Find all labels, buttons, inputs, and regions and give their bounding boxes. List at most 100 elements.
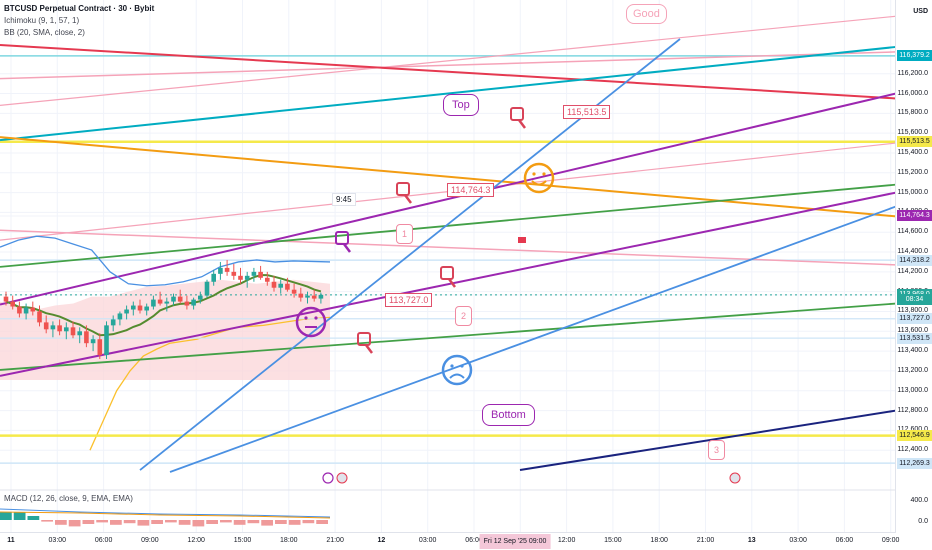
y-tick-label: 115,400.0 [897,148,928,156]
macd-histogram-bar [55,520,67,525]
y-tick-label: 116,000.0 [897,89,928,97]
candle-body [3,296,9,302]
candle-body [231,271,237,276]
trendlines [0,15,897,473]
y-tick-label: 112,800.0 [897,406,928,414]
candles [3,259,324,360]
x-tick-label: 21:00 [326,537,344,544]
smiley-face-icon-outline [523,162,555,194]
bb-basis-line [5,274,322,337]
x-tick-label: 15:00 [604,537,622,544]
trend-line [0,92,897,306]
price-tag: 08:34 [897,293,932,305]
price-tag: 112,269.3 [897,457,932,469]
neutral-face-icon-eye-left [304,316,308,320]
pointing-hand-icon-palm [335,231,349,245]
candle-body [298,293,304,298]
wave-label-2[interactable]: 2 [455,306,473,326]
crosshair-time-label: Fri 12 Sep '25 09:00 [479,534,551,549]
y-tick-label: 115,800.0 [897,109,928,117]
candle-body [171,296,176,302]
y-tick-label: 113,800.0 [897,307,928,315]
candle-body [258,271,263,278]
us-flag-event-icon [336,472,348,484]
x-tick-label: 21:00 [696,537,715,544]
candle-body [305,295,310,298]
y-tick-label: 113,600.0 [897,327,928,335]
y-tick-label: 114,200.0 [897,267,928,275]
price-tag: 115,513.5 [897,136,932,148]
x-tick-label: 12:00 [187,537,205,544]
y-tick-label: 112,400.0 [897,446,928,454]
pointing-hand-icon [510,107,526,129]
macd-tick-0: 0.0 [918,518,928,525]
smiley-face-icon-mouth [531,180,547,186]
time-axis[interactable]: 11 03:00 06:00 09:00 12:00 15:00 18:00 21:00 12 0… [0,532,899,550]
candle-body [278,283,283,288]
candle-body [244,275,250,280]
legend-ichimoku[interactable]: Ichimoku (9, 1, 57, 1) [4,16,80,25]
bb-upper-band [0,235,331,287]
y-tick-label: 115,600.0 [897,129,928,137]
candle-body [271,281,277,288]
candle-body [157,299,163,304]
price-tag: 113,727.0 [897,313,932,325]
pointing-hand-icon-palm [357,332,371,346]
bubble-bottom[interactable]: Bottom [482,404,535,426]
price-tag: 116,379.2 [897,50,932,62]
legend-macd[interactable]: MACD (12, 26, close, 9, EMA, EMA) [4,494,133,503]
x-tick-label: 03:00 [789,537,807,544]
sad-face-icon-mouth [449,373,465,379]
pointing-hand-icon [335,231,351,253]
trend-line [0,191,897,377]
macd-line [0,508,331,518]
candle-body [164,301,170,304]
callout-115513[interactable]: 115,513.5 [563,105,611,119]
trend-line [0,302,897,371]
macd-histogram-bar [123,520,136,524]
price-axis[interactable]: USD 116,379.2 116,200.0 116,000.0 115,800.0… [895,0,932,550]
candle-body [151,299,156,307]
time-flag: 9:45 [332,193,356,206]
macd-histogram-bar [192,520,205,527]
legend-bollinger[interactable]: BB (20, SMA, close, 2) [4,28,85,37]
trend-line [0,45,897,142]
y-tick-label: 116,200.0 [897,69,928,77]
candle-body [104,325,109,356]
pointing-hand-icon-finger [518,119,526,129]
trend-line [0,51,897,80]
macd-histogram-bar [165,520,177,523]
pointing-hand-icon [440,266,456,288]
trend-line [0,43,897,100]
candle-body [238,275,243,280]
bubble-good[interactable]: Good [626,4,667,24]
candle-body [224,267,230,272]
candle-body [285,283,290,290]
trend-line [0,15,897,106]
smiley-face-icon-eye-right [542,172,546,176]
candle-body [117,313,123,320]
wave-label-1[interactable]: 1 [396,224,414,244]
bubble-top[interactable]: Top [443,94,479,116]
macd-tick-400: 400.0 [910,497,928,504]
candle-body [50,325,56,330]
candle-body [110,319,116,326]
callout-114764[interactable]: 114,764.3 [447,183,495,197]
candle-body [23,307,29,314]
us-flag-event-icon [729,472,741,484]
x-tick-label: 13 [747,537,756,544]
candle-body [211,273,216,282]
macd-histogram-bar [206,520,218,524]
candle-body [204,281,210,296]
macd-histogram-bar [0,512,12,520]
macd-histogram-bar [302,520,315,524]
wave-label-3[interactable]: 3 [708,440,726,460]
callout-113727[interactable]: 113,727.0 [385,293,433,307]
pointing-hand-icon [396,182,412,204]
macd-histogram-bar [233,520,246,525]
candle-body [37,311,42,323]
x-tick-label: 12:00 [557,537,576,544]
y-tick-label: 112,600.0 [897,426,928,433]
candle-body [77,331,82,336]
